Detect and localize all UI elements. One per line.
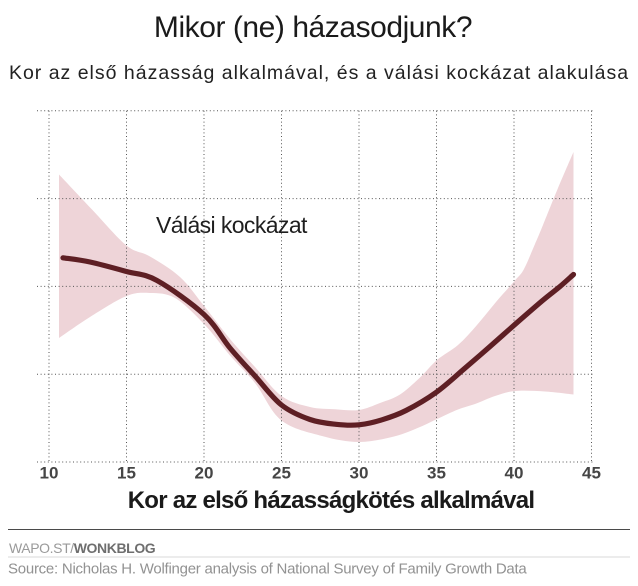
svg-text:10: 10 — [40, 464, 59, 483]
svg-text:20: 20 — [195, 464, 214, 483]
svg-text:15: 15 — [117, 464, 136, 483]
svg-text:Mikor (ne) házasodjunk?: Mikor (ne) házasodjunk? — [154, 11, 472, 44]
svg-text:25: 25 — [272, 464, 291, 483]
svg-text:30: 30 — [350, 464, 369, 483]
svg-text:WAPO.ST/WONKBLOG: WAPO.ST/WONKBLOG — [9, 540, 156, 556]
svg-text:Source: Nicholas H. Wolfinger: Source: Nicholas H. Wolfinger analysis o… — [8, 561, 527, 578]
svg-text:35: 35 — [427, 464, 446, 483]
svg-text:40: 40 — [505, 464, 524, 483]
svg-text:Kor az első házasságkötés alka: Kor az első házasságkötés alkalmával — [128, 487, 535, 514]
svg-text:Kor az első házasság alkalmáva: Kor az első házasság alkalmával, és a vá… — [9, 62, 629, 84]
svg-text:45: 45 — [582, 464, 601, 483]
svg-text:Válási kockázat: Válási kockázat — [156, 212, 308, 238]
